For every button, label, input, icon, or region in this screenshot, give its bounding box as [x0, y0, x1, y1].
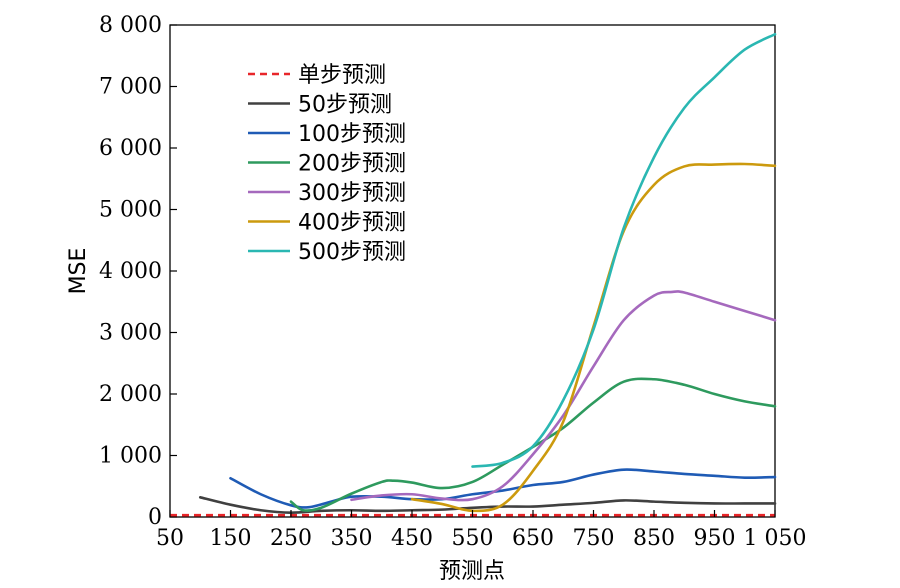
y-tick-label: 1 000	[99, 444, 162, 469]
legend-label: 200步预测	[298, 152, 406, 177]
legend-label: 单步预测	[298, 63, 386, 88]
y-tick-label: 7 000	[99, 75, 162, 100]
x-tick-label: 550	[452, 526, 494, 551]
y-tick-label: 8 000	[99, 13, 162, 38]
legend-label: 50步预测	[298, 93, 392, 118]
series-line-5	[410, 162, 777, 513]
x-tick-label: 450	[391, 526, 433, 551]
series-line-4	[350, 290, 777, 502]
legend-label: 100步预测	[298, 122, 406, 147]
y-tick-label: 0	[148, 505, 162, 530]
plot-frame	[169, 24, 776, 518]
legend-label: 400步预测	[298, 211, 406, 236]
y-axis: 0 1 000 2 000 3 000 4 000 5 000 6 000 7 000 8 00…	[99, 13, 177, 530]
legend-label: 300步预测	[298, 181, 406, 206]
legend: 单步预测 50步预测 100步预测 200步预测 300步预测 400步预测 500步预测	[248, 63, 406, 265]
y-tick-label: 5 000	[99, 198, 162, 223]
series-layer	[170, 32, 777, 517]
y-tick-label: 2 000	[99, 382, 162, 407]
x-tick-label: 950	[694, 526, 736, 551]
x-axis-title: 预测点	[439, 559, 505, 584]
series-line-6	[471, 32, 777, 468]
x-tick-label: 1 050	[744, 526, 807, 551]
series-line-3	[289, 377, 777, 512]
y-tick-label: 3 000	[99, 321, 162, 346]
series-line-1	[198, 496, 777, 515]
x-axis: 50 150 250 350 450 550 650 750 850 950 1 050	[156, 510, 806, 551]
y-tick-label: 4 000	[99, 259, 162, 284]
x-tick-label: 150	[210, 526, 252, 551]
series-line-2	[229, 468, 777, 509]
y-axis-title: MSE	[66, 248, 91, 295]
x-tick-label: 50	[156, 526, 184, 551]
legend-label: 500步预测	[298, 240, 406, 265]
x-tick-label: 750	[573, 526, 615, 551]
x-tick-label: 650	[512, 526, 554, 551]
y-tick-label: 6 000	[99, 136, 162, 161]
x-tick-label: 850	[633, 526, 675, 551]
x-tick-label: 350	[331, 526, 373, 551]
x-tick-label: 250	[270, 526, 312, 551]
